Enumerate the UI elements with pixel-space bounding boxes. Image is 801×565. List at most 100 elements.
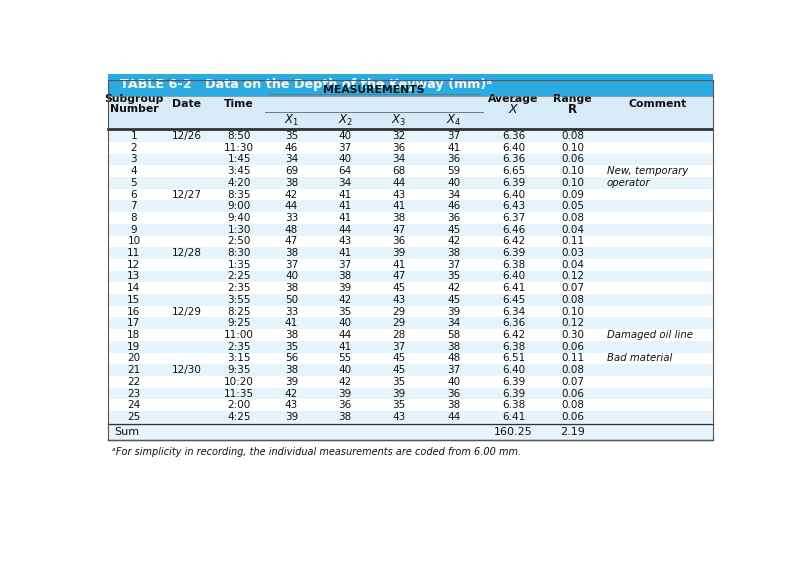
Text: 37: 37 — [448, 365, 461, 375]
Text: 35: 35 — [285, 342, 298, 351]
Text: 43: 43 — [392, 412, 405, 422]
Text: 8:50: 8:50 — [227, 131, 251, 141]
Text: 6.39: 6.39 — [501, 377, 525, 387]
Text: 19: 19 — [127, 342, 140, 351]
Text: 6: 6 — [131, 189, 137, 199]
Text: 6.40: 6.40 — [502, 271, 525, 281]
Text: 6.40: 6.40 — [502, 189, 525, 199]
Text: 9:35: 9:35 — [227, 365, 251, 375]
Bar — [108, 80, 713, 441]
Text: 8: 8 — [131, 213, 137, 223]
Text: 44: 44 — [448, 412, 461, 422]
Text: 40: 40 — [285, 271, 298, 281]
Text: 38: 38 — [285, 178, 298, 188]
Text: 11:00: 11:00 — [224, 330, 254, 340]
Text: 160.25: 160.25 — [494, 427, 533, 437]
Text: 37: 37 — [392, 342, 405, 351]
Text: 50: 50 — [285, 295, 298, 305]
Text: 22: 22 — [127, 377, 140, 387]
Text: Average: Average — [489, 94, 538, 104]
Text: 17: 17 — [127, 318, 140, 328]
Text: $X_1$: $X_1$ — [284, 113, 299, 128]
Text: 41: 41 — [339, 248, 352, 258]
Bar — [108, 341, 713, 353]
Text: 42: 42 — [448, 283, 461, 293]
Text: 0.08: 0.08 — [562, 295, 584, 305]
Text: 38: 38 — [339, 271, 352, 281]
Text: 10: 10 — [127, 236, 140, 246]
Text: 0.04: 0.04 — [562, 260, 584, 270]
Text: 41: 41 — [392, 201, 405, 211]
Text: 6.38: 6.38 — [501, 400, 525, 410]
Text: 0.07: 0.07 — [562, 283, 584, 293]
Text: 33: 33 — [285, 307, 298, 316]
Text: 2:50: 2:50 — [227, 236, 251, 246]
Text: 47: 47 — [392, 271, 405, 281]
Text: 6.41: 6.41 — [501, 283, 525, 293]
Text: 0.10: 0.10 — [562, 143, 584, 153]
Text: 6.40: 6.40 — [502, 143, 525, 153]
Text: 38: 38 — [448, 400, 461, 410]
Text: 8:30: 8:30 — [227, 248, 251, 258]
Text: 0.08: 0.08 — [562, 213, 584, 223]
Text: 45: 45 — [448, 225, 461, 234]
Bar — [108, 236, 713, 247]
Text: Subgroup: Subgroup — [104, 94, 163, 104]
Text: 0.10: 0.10 — [562, 178, 584, 188]
Text: 46: 46 — [448, 201, 461, 211]
Text: 43: 43 — [339, 236, 352, 246]
Text: 42: 42 — [285, 389, 298, 398]
Text: 36: 36 — [448, 389, 461, 398]
Text: 6.41: 6.41 — [501, 412, 525, 422]
Text: 2:35: 2:35 — [227, 283, 251, 293]
Text: 36: 36 — [392, 236, 405, 246]
Text: 40: 40 — [339, 131, 352, 141]
Bar — [108, 212, 713, 224]
Text: 0.06: 0.06 — [562, 342, 584, 351]
Text: 40: 40 — [448, 178, 461, 188]
Text: 0.05: 0.05 — [562, 201, 584, 211]
Text: 0.12: 0.12 — [562, 271, 584, 281]
Text: 0.06: 0.06 — [562, 389, 584, 398]
Bar — [108, 399, 713, 411]
Text: 35: 35 — [392, 400, 405, 410]
Text: 40: 40 — [339, 365, 352, 375]
Text: 2:00: 2:00 — [227, 400, 251, 410]
Text: 34: 34 — [339, 178, 352, 188]
Text: 45: 45 — [448, 295, 461, 305]
Text: 28: 28 — [392, 330, 405, 340]
Text: 4:25: 4:25 — [227, 412, 251, 422]
Text: 39: 39 — [448, 307, 461, 316]
Text: 6.36: 6.36 — [501, 154, 525, 164]
Text: Comment: Comment — [628, 99, 686, 109]
Text: 64: 64 — [339, 166, 352, 176]
Text: 41: 41 — [392, 260, 405, 270]
Text: 2:35: 2:35 — [227, 342, 251, 351]
Text: $X_4$: $X_4$ — [446, 113, 462, 128]
Text: 6.39: 6.39 — [501, 178, 525, 188]
Text: 15: 15 — [127, 295, 140, 305]
Bar — [108, 154, 713, 166]
Text: Sum: Sum — [114, 427, 139, 437]
Text: MEASUREMENTS: MEASUREMENTS — [323, 85, 425, 95]
Text: 40: 40 — [339, 318, 352, 328]
Text: 12/27: 12/27 — [171, 189, 202, 199]
Text: 6.43: 6.43 — [501, 201, 525, 211]
Text: 44: 44 — [392, 178, 405, 188]
Bar — [108, 177, 713, 189]
Text: 37: 37 — [448, 260, 461, 270]
Text: 6.36: 6.36 — [501, 131, 525, 141]
Bar — [108, 247, 713, 259]
Bar — [108, 364, 713, 376]
Text: 58: 58 — [448, 330, 461, 340]
Text: 6.38: 6.38 — [501, 342, 525, 351]
Text: 36: 36 — [448, 213, 461, 223]
Text: 4:20: 4:20 — [227, 178, 251, 188]
Text: 0.07: 0.07 — [562, 377, 584, 387]
Text: 38: 38 — [392, 213, 405, 223]
Bar — [108, 282, 713, 294]
Text: 3:15: 3:15 — [227, 353, 251, 363]
Text: 47: 47 — [285, 236, 298, 246]
Text: 38: 38 — [448, 342, 461, 351]
Text: 4: 4 — [131, 166, 137, 176]
